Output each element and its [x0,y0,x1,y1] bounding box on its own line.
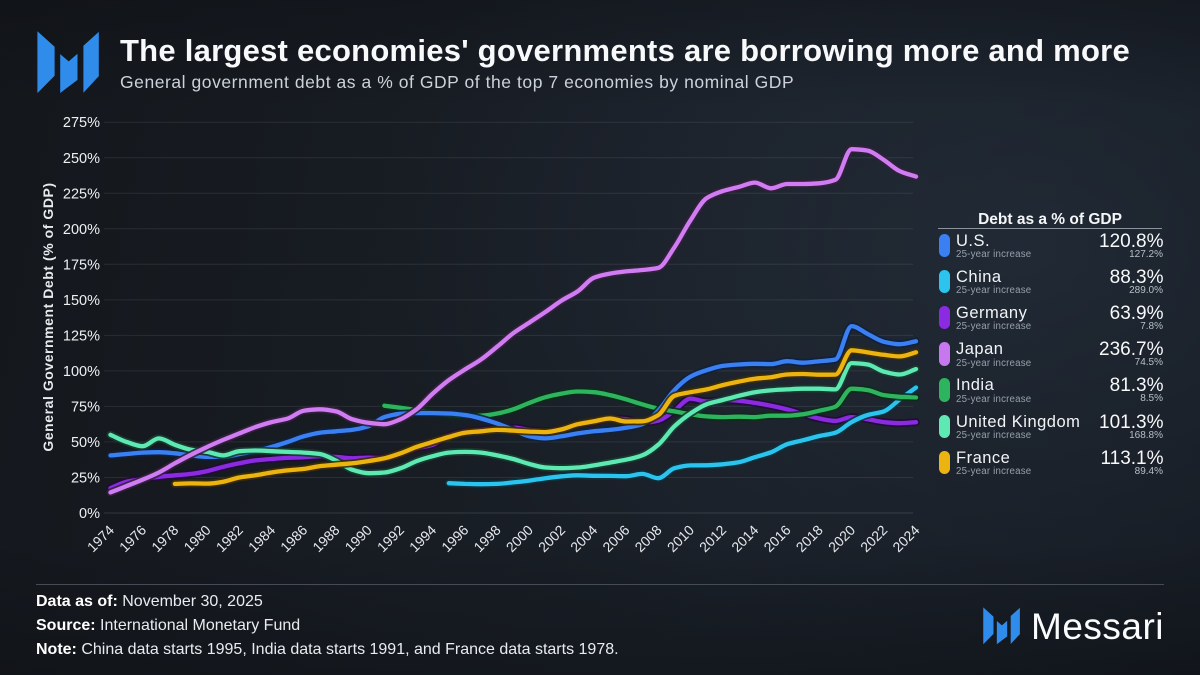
svg-text:2022: 2022 [857,522,890,555]
svg-text:2024: 2024 [889,522,922,555]
svg-text:1994: 1994 [406,522,439,555]
svg-text:225%: 225% [63,186,100,202]
svg-text:2006: 2006 [599,522,632,555]
svg-text:200%: 200% [63,222,100,238]
svg-text:25%: 25% [71,471,100,487]
svg-text:1984: 1984 [245,522,278,555]
svg-text:175%: 175% [63,257,100,273]
svg-text:250%: 250% [63,151,100,167]
svg-text:General Government Debt (% of: General Government Debt (% of GDP) [40,182,56,451]
svg-text:1976: 1976 [116,522,149,555]
svg-text:125%: 125% [63,328,100,344]
svg-text:1996: 1996 [438,522,471,555]
svg-text:150%: 150% [63,293,100,309]
svg-text:1990: 1990 [342,522,375,555]
svg-text:1978: 1978 [148,522,181,555]
svg-text:75%: 75% [71,399,100,415]
svg-text:2020: 2020 [825,522,858,555]
svg-text:2016: 2016 [760,522,793,555]
svg-text:2014: 2014 [728,522,761,555]
svg-text:100%: 100% [63,364,100,380]
svg-text:1992: 1992 [374,522,407,555]
svg-text:1986: 1986 [277,522,310,555]
svg-text:1982: 1982 [213,522,246,555]
svg-text:1998: 1998 [470,522,503,555]
svg-text:2018: 2018 [793,522,826,555]
svg-text:0%: 0% [79,506,100,522]
svg-text:1980: 1980 [180,522,213,555]
svg-text:2012: 2012 [696,522,729,555]
svg-text:50%: 50% [71,435,100,451]
svg-text:1974: 1974 [84,522,117,555]
svg-text:2008: 2008 [631,522,664,555]
svg-text:2010: 2010 [664,522,697,555]
svg-text:275%: 275% [63,115,100,131]
svg-text:2004: 2004 [567,522,600,555]
svg-text:1988: 1988 [309,522,342,555]
svg-text:2002: 2002 [535,522,568,555]
svg-text:2000: 2000 [503,522,536,555]
